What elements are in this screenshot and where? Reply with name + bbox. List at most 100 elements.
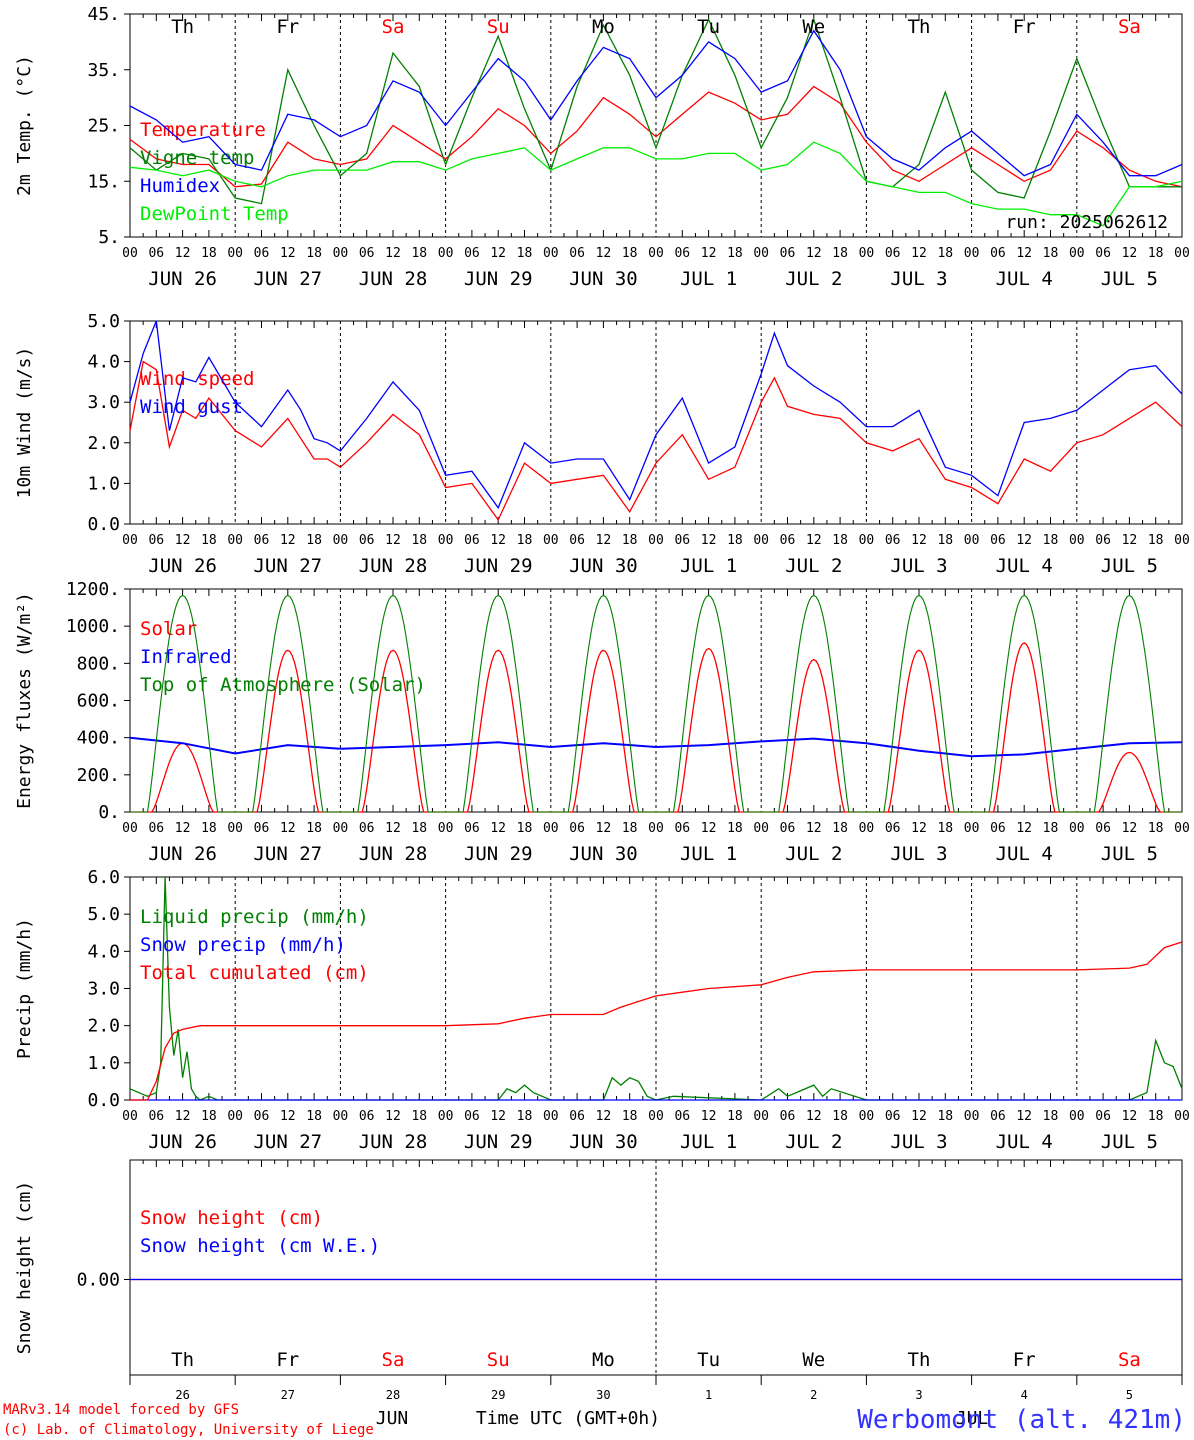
day-label: JUL 4 (996, 555, 1053, 577)
weekday-label: Fr (1013, 16, 1036, 38)
hour-tick-label: 00 (1174, 533, 1190, 548)
legend-entry: Total cumulated (cm) (140, 962, 369, 984)
weekday-label: Sa (382, 16, 405, 38)
weekday-label: Mo (592, 16, 615, 38)
y-tick-label: 3.0 (87, 392, 120, 413)
hour-tick-label: 00 (1174, 821, 1190, 836)
day-label: JUL 1 (680, 268, 737, 290)
hour-tick-label: 18 (937, 1109, 953, 1124)
hour-tick-label: 12 (701, 1109, 717, 1124)
hour-tick-label: 00 (648, 1109, 664, 1124)
day-label: JUL 4 (996, 843, 1053, 865)
day-label: JUL 1 (680, 843, 737, 865)
day-label: JUL 2 (785, 843, 842, 865)
hour-tick-label: 18 (1148, 821, 1164, 836)
hour-tick-label: 18 (832, 1109, 848, 1124)
y-tick-label: 0.00 (77, 1270, 120, 1291)
hour-tick-label: 06 (359, 821, 375, 836)
day-label: JUL 1 (680, 555, 737, 577)
y-axis-label: 10m Wind (m/s) (14, 347, 35, 499)
day-label: JUN 29 (464, 1131, 533, 1153)
y-tick-label: 2.0 (87, 1016, 120, 1037)
day-number: 1 (705, 1388, 712, 1402)
y-tick-label: 0.0 (87, 1090, 120, 1111)
hour-tick-label: 12 (911, 246, 927, 261)
hour-tick-label: 06 (464, 1109, 480, 1124)
y-tick-label: 1.0 (87, 1053, 120, 1074)
hour-tick-label: 06 (885, 533, 901, 548)
hour-tick-label: 00 (122, 821, 138, 836)
hour-tick-label: 00 (333, 533, 349, 548)
hour-tick-label: 06 (569, 821, 585, 836)
credit-line-2: (c) Lab. of Climatology, University of L… (3, 1422, 374, 1438)
hour-tick-label: 00 (1069, 246, 1085, 261)
panel-snow: 0.00 Snow height (cm) Snow height (cm) Snow… (14, 1159, 1183, 1402)
series-dewpoint-temp (129, 141, 1183, 227)
legend-entry: Snow height (cm W.E.) (140, 1235, 380, 1257)
hour-tick-label: 18 (201, 1109, 217, 1124)
hour-tick-label: 12 (1122, 533, 1138, 548)
hour-tick-label: 00 (1069, 821, 1085, 836)
y-tick-label: 5.0 (87, 904, 120, 925)
day-label: JUN 28 (359, 268, 428, 290)
day-label: JUL 4 (996, 1131, 1053, 1153)
y-tick-label: 1.0 (87, 473, 120, 494)
hour-tick-label: 18 (517, 821, 533, 836)
day-label: JUL 5 (1101, 555, 1158, 577)
hour-tick-label: 12 (596, 821, 612, 836)
hour-tick-label: 06 (148, 821, 164, 836)
y-tick-label: 2.0 (87, 433, 120, 454)
hour-tick-label: 12 (175, 246, 191, 261)
hour-tick-label: 12 (1016, 246, 1032, 261)
hour-tick-label: 00 (227, 533, 243, 548)
hour-tick-label: 12 (175, 821, 191, 836)
hour-tick-label: 00 (227, 246, 243, 261)
hour-tick-label: 12 (385, 246, 401, 261)
hour-tick-label: 18 (1043, 1109, 1059, 1124)
hour-tick-label: 12 (385, 821, 401, 836)
hour-tick-label: 12 (490, 533, 506, 548)
hour-tick-label: 00 (859, 246, 875, 261)
hour-tick-label: 00 (753, 246, 769, 261)
hour-tick-label: 06 (674, 1109, 690, 1124)
weekday-label: Th (908, 1349, 931, 1371)
hour-tick-label: 18 (306, 246, 322, 261)
station-title: Werbomont (alt. 421m) (857, 1405, 1186, 1435)
day-number: 29 (491, 1388, 505, 1402)
legend-entry: Snow precip (mm/h) (140, 934, 346, 956)
legend-entry: Wind gust (140, 396, 243, 418)
hour-tick-label: 06 (674, 246, 690, 261)
hour-tick-label: 06 (464, 533, 480, 548)
hour-tick-label: 18 (306, 533, 322, 548)
hour-tick-label: 12 (280, 821, 296, 836)
hour-tick-label: 12 (490, 1109, 506, 1124)
weekday-label: Sa (1118, 1349, 1141, 1371)
weekday-label: Su (487, 1349, 510, 1371)
day-label: JUN 28 (359, 1131, 428, 1153)
legend-entry: Top of Atmosphere (Solar) (140, 674, 426, 696)
hour-tick-label: 06 (1095, 246, 1111, 261)
weekday-label: Fr (276, 1349, 299, 1371)
hour-tick-label: 18 (1148, 246, 1164, 261)
day-number: 28 (386, 1388, 400, 1402)
hour-tick-label: 00 (438, 821, 454, 836)
series-wind-speed (129, 360, 1183, 522)
hour-tick-label: 00 (438, 1109, 454, 1124)
hour-tick-label: 18 (201, 246, 217, 261)
hour-tick-label: 18 (517, 1109, 533, 1124)
hour-tick-label: 00 (1069, 533, 1085, 548)
legend-entry: DewPoint Temp (140, 203, 289, 225)
day-label: JUN 28 (359, 555, 428, 577)
hour-tick-label: 06 (148, 1109, 164, 1124)
day-label: JUN 26 (148, 1131, 217, 1153)
hour-tick-label: 06 (464, 246, 480, 261)
panel-precip: 0.0 1.0 2.0 3.0 4.0 5.0 6.0 Precip (mm/h) Liquid… (14, 867, 1190, 1153)
weekday-label: Fr (276, 16, 299, 38)
hour-tick-label: 06 (1095, 1109, 1111, 1124)
hour-tick-label: 06 (780, 1109, 796, 1124)
bottom-month-jun: JUN (376, 1408, 409, 1429)
series-temperature (129, 85, 1183, 188)
y-tick-label: 4.0 (87, 352, 120, 373)
hour-tick-label: 18 (832, 821, 848, 836)
